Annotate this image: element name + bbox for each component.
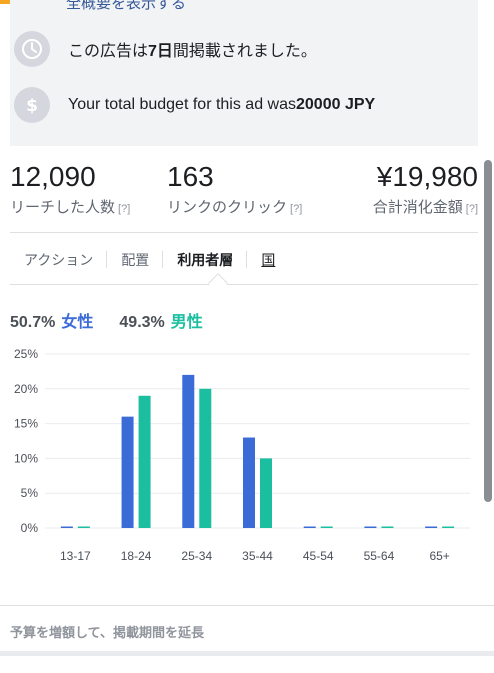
gender-summary: 50.7% 女性 49.3% 男性 (10, 308, 203, 332)
scrollbar[interactable] (484, 160, 492, 502)
bar-female-65+[interactable] (425, 526, 438, 529)
ad-period-text: この広告は7日間掲載されました。 (68, 43, 317, 60)
ad-period-row: この広告は7日間掲載されました。 (10, 29, 317, 69)
bar-female-18-24[interactable] (121, 416, 134, 528)
stat-spent-label: 合計消化金額 (372, 199, 463, 216)
tab-actions[interactable]: アクション (10, 250, 108, 270)
tab-country[interactable]: 国 (261, 252, 276, 268)
x-tick-label: 55-64 (364, 549, 395, 563)
bar-male-13-17[interactable] (77, 526, 90, 529)
bar-male-45-54[interactable] (320, 526, 333, 529)
female-percentage: 50.7% (10, 314, 56, 331)
x-tick-label: 35-44 (242, 549, 273, 563)
stat-clicks-value: 163 (167, 161, 214, 192)
bar-female-55-64[interactable] (364, 526, 377, 529)
stat-clicks-label: リンクのクリック (167, 199, 288, 216)
age-gender-bar-chart: 0% 5% 10% 15% 20% 25% 13-17 18-24 25-34 35-44 45-5… (14, 347, 470, 563)
x-tick-label: 25-34 (181, 549, 212, 563)
x-tick-label: 65+ (429, 549, 449, 563)
bar-male-35-44[interactable] (260, 458, 272, 528)
extend-budget-link[interactable]: 予算を増額して、掲載期間を延長 (10, 625, 204, 640)
stat-reach-label: リーチした人数 (10, 199, 116, 216)
spent-help-link[interactable]: [?] (465, 203, 478, 215)
bar-male-55-64[interactable] (381, 526, 394, 529)
bar-female-35-44[interactable] (243, 437, 255, 528)
x-tick-label: 18-24 (121, 549, 152, 563)
tab-demographics[interactable]: 利用者層 (163, 250, 248, 270)
stat-amount-spent: ¥19,980 合計消化金額 [?] (373, 160, 478, 217)
y-tick-label: 20% (14, 382, 38, 396)
stat-reach: 12,090 リーチした人数 [?] (10, 160, 130, 217)
x-tick-label: 45-54 (303, 549, 334, 563)
budget-row: $ Your total budget for this ad was20000… (10, 85, 375, 125)
reach-help-link[interactable]: [?] (118, 203, 131, 215)
stat-spent-value: ¥19,980 (376, 161, 478, 192)
x-tick-label: 13-17 (60, 549, 91, 563)
bar-female-45-54[interactable] (303, 526, 316, 529)
footer-divider (0, 605, 494, 606)
stat-reach-value: 12,090 (10, 161, 96, 192)
ad-summary-box: 全概要を表示する この広告は7日間掲載されました。 $ Your total b… (10, 0, 478, 146)
clicks-help-link[interactable]: [?] (290, 203, 303, 215)
svg-text:$: $ (26, 96, 38, 116)
tab-placement[interactable]: 配置 (107, 250, 164, 270)
y-tick-label: 25% (14, 347, 38, 361)
bar-male-65+[interactable] (442, 526, 455, 529)
y-tick-label: 10% (14, 451, 38, 465)
y-tick-label: 5% (21, 486, 39, 500)
insight-tabs: アクション 配置 利用者層 国 (10, 240, 478, 280)
y-tick-label: 15% (14, 417, 38, 431)
view-full-summary-link[interactable]: 全概要を表示する (66, 0, 187, 12)
male-percentage: 49.3% (119, 314, 165, 331)
bar-female-25-34[interactable] (182, 374, 195, 528)
budget-text: Your total budget for this ad was20000 J… (68, 96, 376, 113)
bar-male-18-24[interactable] (138, 395, 151, 528)
y-tick-label: 0% (21, 521, 39, 535)
stats-row: 12,090 リーチした人数 [?] 163 リンクのクリック [?] ¥19,98… (10, 160, 478, 220)
clock-icon (14, 31, 50, 67)
bottom-bar (0, 651, 494, 673)
tabs-divider (10, 284, 478, 285)
stat-link-clicks: 163 リンクのクリック [?] (167, 160, 302, 217)
dollar-icon: $ (14, 87, 50, 123)
male-label: 男性 (170, 314, 203, 331)
stats-divider (10, 232, 478, 233)
bar-male-25-34[interactable] (199, 388, 212, 528)
female-label: 女性 (61, 314, 94, 331)
bar-female-13-17[interactable] (60, 526, 73, 529)
